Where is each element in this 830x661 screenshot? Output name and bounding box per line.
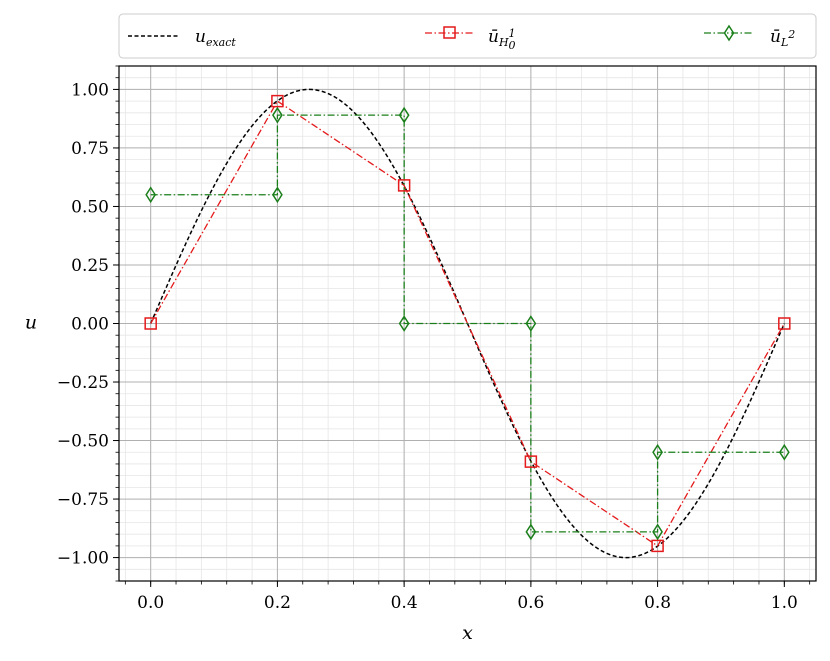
data-point-diamond xyxy=(525,523,537,541)
data-point-square xyxy=(271,94,284,108)
data-point-diamond xyxy=(525,315,537,332)
legend-label-l2: ūL2 xyxy=(770,27,795,49)
data-point-square xyxy=(524,455,538,468)
legend-entry-exact: uexact xyxy=(128,27,236,49)
data-point-diamond xyxy=(145,186,157,204)
data-point-diamond xyxy=(272,186,283,204)
data-point-diamond xyxy=(652,523,663,541)
legend-entry-l2: ūL2 xyxy=(704,24,795,49)
series-line-l2 xyxy=(150,114,785,533)
x-tick-label: 0.0 xyxy=(137,593,164,613)
y-tick-label: 0.75 xyxy=(71,139,109,159)
series-layer xyxy=(144,88,791,559)
y-tick-label: −0.50 xyxy=(57,432,109,452)
data-point-square xyxy=(397,179,411,192)
x-tick-label: 1.0 xyxy=(771,593,798,613)
data-point-square xyxy=(651,539,664,553)
y-tick-label: −0.25 xyxy=(57,373,109,393)
y-tick-label: −0.75 xyxy=(57,490,109,510)
data-point-diamond xyxy=(398,106,410,124)
data-point-diamond xyxy=(778,443,790,461)
data-point-square xyxy=(144,317,157,330)
data-point-diamond xyxy=(398,315,410,332)
y-tick-label: 0.50 xyxy=(71,197,109,217)
x-tick-label: 0.4 xyxy=(391,593,418,613)
x-tick-label: 0.2 xyxy=(264,593,291,613)
y-tick-label: 0.00 xyxy=(71,315,109,335)
ticks: 0.0 0.2 0.4 0.6 0.8 1.0 1.00 0.75 0.50 0.25 0.00 −0… xyxy=(57,65,811,613)
legend-marker-diamond xyxy=(723,24,735,42)
data-point-diamond xyxy=(652,443,663,461)
x-tick-label: 0.8 xyxy=(644,593,671,613)
legend-entry-h01: ūH1 0 xyxy=(425,26,516,52)
legend: uexact ūH1 0 ūL2 xyxy=(118,13,817,59)
legend-label-h01: ūH1 0 xyxy=(488,27,516,52)
legend-marker-square xyxy=(443,26,456,39)
x-tick-label: 0.6 xyxy=(517,593,544,613)
data-point-diamond xyxy=(272,106,283,124)
y-tick-label: 0.25 xyxy=(71,256,109,276)
data-point-square xyxy=(778,317,791,330)
y-axis-label: u xyxy=(25,312,37,334)
x-axis-label: x xyxy=(462,622,473,644)
y-tick-label: −1.00 xyxy=(57,549,109,569)
legend-label-exact: uexact xyxy=(195,27,236,49)
y-tick-label: 1.00 xyxy=(71,80,109,100)
